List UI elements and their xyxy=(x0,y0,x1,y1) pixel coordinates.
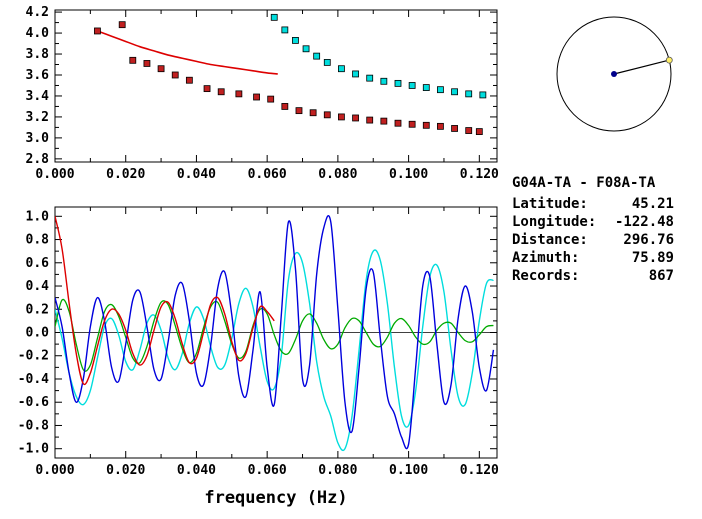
distance-value: 296.76 xyxy=(623,232,674,248)
station-info-panel: G04A-TA - F08A-TA Latitude: 45.21 Longit… xyxy=(512,174,698,285)
x-tick-label: 0.120 xyxy=(460,463,499,478)
y-tick-label: 3.4 xyxy=(26,89,50,104)
station-dot xyxy=(611,71,617,77)
x-tick-label: 0.100 xyxy=(389,167,428,182)
x-tick-label: 0.120 xyxy=(460,167,499,182)
y-tick-label: 3.0 xyxy=(26,131,50,146)
plot-frame xyxy=(54,9,498,163)
x-tick-label: 0.000 xyxy=(35,167,74,182)
y-tick-label: 3.6 xyxy=(26,68,50,83)
y-tick-label: 0.6 xyxy=(26,256,50,271)
y-tick-label: 2.8 xyxy=(26,152,50,167)
trace-blue xyxy=(55,214,495,450)
y-tick-label: 4.2 xyxy=(26,5,49,20)
latitude-label: Latitude: xyxy=(512,196,588,212)
info-row-azimuth: Azimuth: 75.89 xyxy=(512,249,698,267)
info-row-longitude: Longitude: -122.48 xyxy=(512,213,698,231)
longitude-label: Longitude: xyxy=(512,214,597,230)
y-tick-label: 0.4 xyxy=(26,279,50,294)
great-circle xyxy=(556,16,672,132)
azimuth-value: 75.89 xyxy=(631,250,674,266)
y-tick-label: -1.0 xyxy=(18,442,49,457)
y-tick-label: 0.0 xyxy=(26,326,50,341)
y-tick-label: -0.6 xyxy=(18,395,49,410)
x-tick-label: 0.020 xyxy=(106,167,145,182)
dispersion-chart[interactable]: 0.000 0.020 0.040 0.060 0.080 0.100 0.120 2.8 3.… xyxy=(0,0,510,190)
trace-cyan xyxy=(55,249,494,452)
x-axis-label: frequency (Hz) xyxy=(204,488,347,508)
waveform-chart[interactable]: 0.000 0.020 0.040 0.060 0.080 0.100 0.120 -1.0 -… xyxy=(0,190,510,519)
records-value: 867 xyxy=(648,268,674,284)
trace-red xyxy=(55,216,275,386)
latitude-value: 45.21 xyxy=(631,196,674,212)
station-pair-title: G04A-TA - F08A-TA xyxy=(512,175,656,191)
x-tick-label: 0.000 xyxy=(35,463,74,478)
x-tick-label: 0.040 xyxy=(177,167,216,182)
azimuth-label: Azimuth: xyxy=(512,250,580,266)
x-tick-label: 0.080 xyxy=(318,463,357,478)
longitude-value: -122.48 xyxy=(614,214,674,230)
x-tick-label: 0.060 xyxy=(248,167,287,182)
y-tick-label: 0.8 xyxy=(26,233,50,248)
x-tick-label: 0.080 xyxy=(318,167,357,182)
info-row-distance: Distance: 296.76 xyxy=(512,231,698,249)
info-row-latitude: Latitude: 45.21 xyxy=(512,195,698,213)
y-tick-label: 3.8 xyxy=(26,47,50,62)
cyan-squares xyxy=(270,13,487,99)
x-tick-label: 0.060 xyxy=(248,463,287,478)
y-tick-label: 3.2 xyxy=(26,110,49,125)
axis-ticks xyxy=(54,10,497,162)
y-tick-label: 1.0 xyxy=(26,209,50,224)
y-tick-label: 4.0 xyxy=(26,26,50,41)
red-dispersion-line xyxy=(97,30,278,75)
info-row-records: Records: 867 xyxy=(512,267,698,285)
x-tick-label: 0.020 xyxy=(106,463,145,478)
y-tick-label: -0.4 xyxy=(18,372,49,387)
records-label: Records: xyxy=(512,268,580,284)
y-tick-label: 0.2 xyxy=(26,302,49,317)
x-tick-label: 0.040 xyxy=(177,463,216,478)
azimuth-line xyxy=(613,59,670,75)
red-squares xyxy=(94,21,483,136)
x-tick-label: 0.100 xyxy=(389,463,428,478)
y-tick-label: -0.2 xyxy=(18,349,49,364)
azimuth-plot xyxy=(556,16,673,132)
y-tick-label: -0.8 xyxy=(18,418,49,433)
distance-label: Distance: xyxy=(512,232,588,248)
trace-green xyxy=(55,298,494,372)
pair-station-dot xyxy=(665,56,673,64)
